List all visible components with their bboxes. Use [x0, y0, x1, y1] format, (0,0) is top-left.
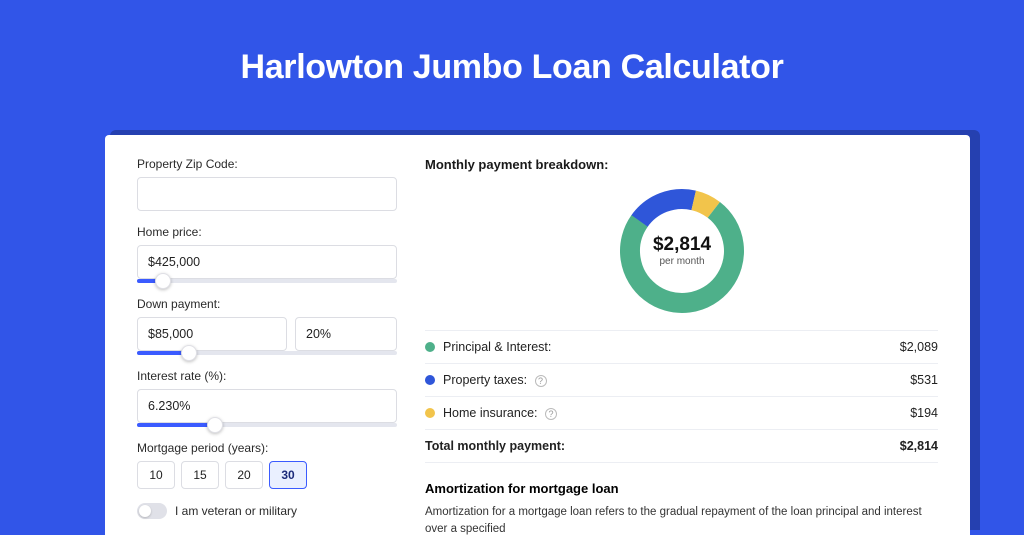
total-row: Total monthly payment: $2,814	[425, 430, 938, 463]
period-option-20[interactable]: 20	[225, 461, 263, 489]
veteran-row: I am veteran or military	[137, 503, 397, 519]
down-payment-amount-input[interactable]	[137, 317, 287, 351]
interest-slider[interactable]	[137, 423, 397, 427]
breakdown-title: Monthly payment breakdown:	[425, 157, 938, 172]
calculator-card: Property Zip Code: Home price: Down paym…	[105, 135, 970, 535]
total-value: $2,814	[900, 439, 938, 453]
down-payment-label: Down payment:	[137, 297, 397, 311]
breakdown-value: $194	[910, 406, 938, 420]
period-option-15[interactable]: 15	[181, 461, 219, 489]
donut-center-sub: per month	[659, 256, 704, 267]
interest-input[interactable]	[137, 389, 397, 423]
form-panel: Property Zip Code: Home price: Down paym…	[137, 157, 397, 535]
donut-wrap: $2,814 per month	[425, 180, 938, 330]
down-payment-slider[interactable]	[137, 351, 397, 355]
zip-label: Property Zip Code:	[137, 157, 397, 171]
hero: Harlowton Jumbo Loan Calculator	[0, 0, 1024, 87]
amortization-text: Amortization for a mortgage loan refers …	[425, 504, 938, 535]
period-option-10[interactable]: 10	[137, 461, 175, 489]
amortization-title: Amortization for mortgage loan	[425, 481, 938, 496]
breakdown-row: Property taxes: ?$531	[425, 364, 938, 397]
period-options: 10152030	[137, 461, 397, 489]
veteran-toggle[interactable]	[137, 503, 167, 519]
breakdown-value: $531	[910, 373, 938, 387]
breakdown-row: Home insurance: ?$194	[425, 397, 938, 430]
period-option-30[interactable]: 30	[269, 461, 307, 489]
breakdown-label: Home insurance: ?	[443, 406, 910, 420]
home-price-label: Home price:	[137, 225, 397, 239]
zip-input[interactable]	[137, 177, 397, 211]
home-price-slider[interactable]	[137, 279, 397, 283]
home-price-input[interactable]	[137, 245, 397, 279]
breakdown-value: $2,089	[900, 340, 938, 354]
interest-label: Interest rate (%):	[137, 369, 397, 383]
veteran-label: I am veteran or military	[175, 504, 297, 518]
down-payment-field: Down payment:	[137, 297, 397, 355]
payment-donut-chart: $2,814 per month	[617, 186, 747, 316]
breakdown-panel: Monthly payment breakdown: $2,814 per mo…	[425, 157, 938, 535]
interest-slider-thumb[interactable]	[207, 417, 223, 433]
legend-dot	[425, 375, 435, 385]
legend-dot	[425, 342, 435, 352]
period-label: Mortgage period (years):	[137, 441, 397, 455]
donut-center-value: $2,814	[652, 234, 711, 255]
legend-dot	[425, 408, 435, 418]
down-payment-slider-thumb[interactable]	[181, 345, 197, 361]
period-field: Mortgage period (years): 10152030	[137, 441, 397, 489]
total-label: Total monthly payment:	[425, 439, 900, 453]
zip-field: Property Zip Code:	[137, 157, 397, 211]
info-icon[interactable]: ?	[545, 408, 557, 420]
breakdown-row: Principal & Interest:$2,089	[425, 331, 938, 364]
home-price-field: Home price:	[137, 225, 397, 283]
info-icon[interactable]: ?	[535, 375, 547, 387]
home-price-slider-thumb[interactable]	[155, 273, 171, 289]
breakdown-label: Principal & Interest:	[443, 340, 900, 354]
interest-field: Interest rate (%):	[137, 369, 397, 427]
breakdown-list: Principal & Interest:$2,089Property taxe…	[425, 330, 938, 430]
breakdown-label: Property taxes: ?	[443, 373, 910, 387]
amortization-section: Amortization for mortgage loan Amortizat…	[425, 481, 938, 535]
page-title: Harlowton Jumbo Loan Calculator	[0, 48, 1024, 87]
veteran-toggle-knob	[139, 505, 151, 517]
down-payment-percent-input[interactable]	[295, 317, 397, 351]
